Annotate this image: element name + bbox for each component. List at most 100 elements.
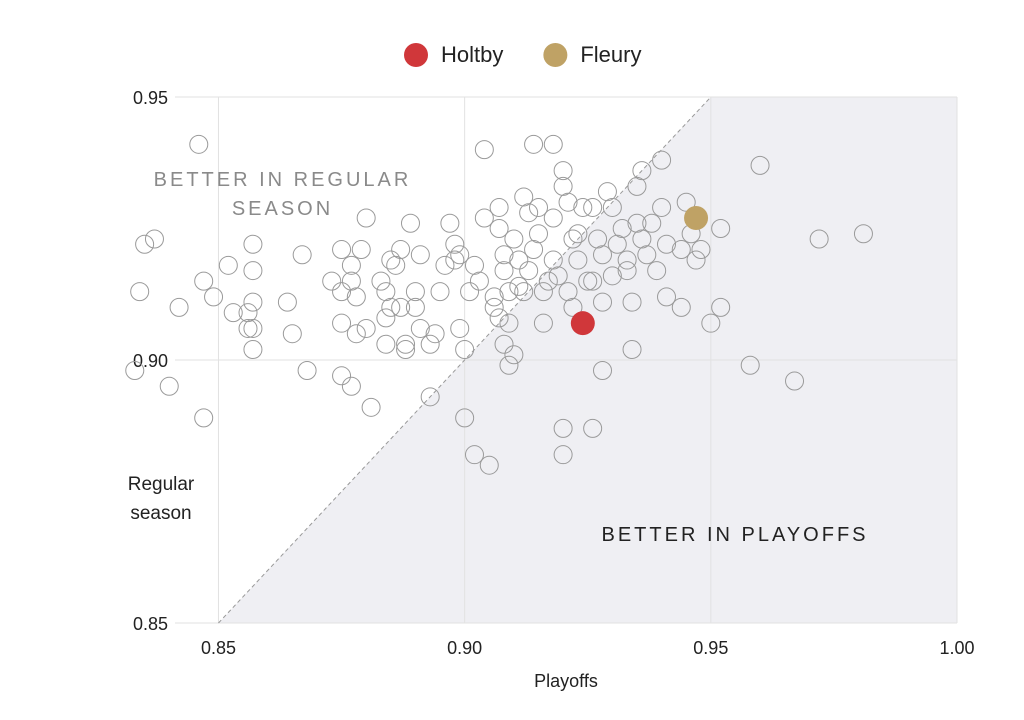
point — [514, 187, 534, 207]
y-axis-label: Regular season — [127, 474, 195, 524]
point — [563, 229, 583, 249]
point — [494, 334, 514, 354]
diagonal — [218, 96, 712, 624]
point — [332, 240, 352, 260]
point — [622, 339, 642, 359]
point — [332, 282, 352, 302]
annotation: BETTER IN PLAYOFFS — [601, 524, 869, 546]
point — [553, 445, 573, 465]
point — [144, 229, 164, 249]
point — [159, 376, 179, 396]
point — [204, 287, 224, 307]
point — [583, 197, 603, 217]
point — [543, 250, 563, 270]
point — [558, 282, 578, 302]
point — [533, 313, 553, 333]
point — [460, 282, 480, 302]
point — [391, 240, 411, 260]
point — [657, 287, 677, 307]
point — [657, 234, 677, 254]
point — [396, 334, 416, 354]
point — [529, 224, 548, 244]
point — [701, 313, 721, 333]
point — [282, 324, 302, 344]
point — [494, 245, 514, 265]
highlight-point — [570, 311, 595, 336]
point — [671, 297, 691, 317]
point — [455, 339, 475, 359]
point — [588, 229, 608, 249]
point — [243, 318, 263, 338]
point — [627, 176, 647, 196]
point — [553, 176, 573, 196]
point — [243, 292, 263, 312]
point — [524, 134, 544, 154]
point — [499, 282, 519, 302]
point — [548, 266, 568, 286]
point — [445, 250, 465, 270]
point — [322, 271, 342, 291]
point — [135, 234, 155, 254]
point — [445, 234, 465, 254]
point — [341, 376, 361, 396]
point — [464, 255, 484, 275]
point — [632, 229, 652, 249]
point — [292, 245, 312, 265]
y-tick-label: 0.90 — [133, 351, 168, 371]
point — [346, 287, 366, 307]
point — [484, 297, 504, 317]
point — [691, 240, 711, 260]
point — [430, 282, 450, 302]
point — [381, 250, 401, 270]
highlight-point — [684, 205, 709, 230]
legend-label: Fleury — [580, 42, 641, 67]
point — [194, 408, 214, 428]
point — [435, 255, 455, 275]
point — [341, 271, 361, 291]
point — [277, 292, 297, 312]
point — [297, 361, 317, 381]
point — [652, 150, 672, 170]
point — [750, 155, 770, 175]
point — [464, 445, 484, 465]
point — [602, 266, 622, 286]
point — [238, 303, 258, 323]
point — [578, 271, 598, 291]
point — [504, 229, 524, 249]
point — [568, 250, 588, 270]
plot: 0.85 0.90 0.95 1.00 0.85 0.90 0.95 Holtby Fleury — [125, 42, 975, 658]
point — [489, 197, 509, 217]
point — [538, 271, 558, 291]
x-axis-label: Playoffs — [534, 671, 598, 691]
point — [637, 245, 657, 265]
point — [529, 197, 548, 217]
point — [711, 297, 731, 317]
x-tick-label: 1.00 — [939, 638, 974, 658]
point — [243, 261, 263, 281]
point — [361, 397, 381, 417]
point — [671, 240, 691, 260]
point — [573, 197, 593, 217]
point — [400, 213, 420, 233]
point — [553, 161, 573, 181]
point — [593, 292, 613, 312]
point — [524, 240, 544, 260]
point — [405, 297, 425, 317]
point — [553, 418, 573, 438]
point — [405, 282, 425, 302]
point — [332, 366, 352, 386]
legend-marker — [404, 43, 428, 67]
point — [509, 276, 529, 296]
point — [469, 271, 489, 291]
point — [519, 203, 539, 223]
point — [410, 245, 430, 265]
point — [489, 308, 509, 328]
point — [499, 355, 519, 375]
point — [607, 234, 627, 254]
legend-marker — [543, 43, 568, 67]
point — [474, 208, 494, 228]
point — [711, 219, 731, 238]
point — [376, 282, 396, 302]
point — [351, 240, 371, 260]
